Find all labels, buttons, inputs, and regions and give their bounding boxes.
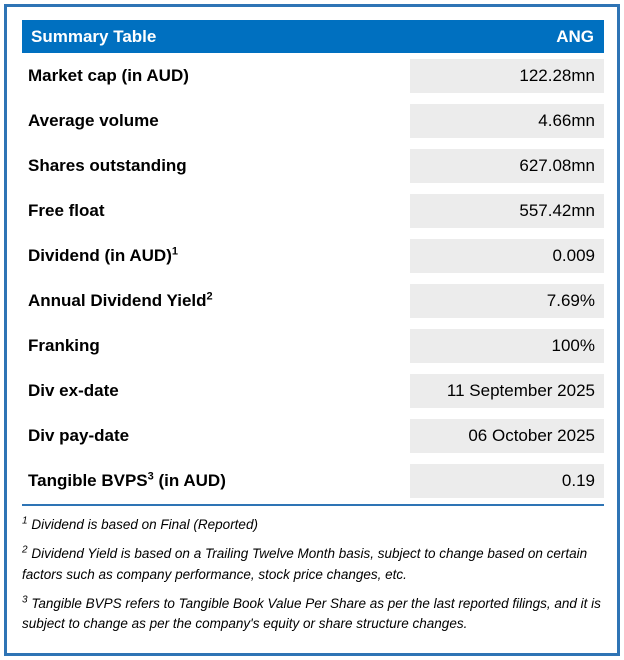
row-label-text: Franking	[28, 335, 100, 355]
row-label: Dividend (in AUD)1	[22, 244, 410, 266]
footnote-text: Tangible BVPS refers to Tangible Book Va…	[22, 595, 601, 631]
row-label-text: Free float	[28, 200, 105, 220]
table-row: Annual Dividend Yield2 7.69%	[22, 278, 604, 323]
row-value: 11 September 2025	[410, 373, 604, 408]
table-row: Dividend (in AUD)1 0.009	[22, 233, 604, 278]
row-label-text: Average volume	[28, 110, 159, 130]
ticker-label: ANG	[556, 26, 594, 46]
row-label: Average volume	[22, 111, 410, 131]
footnote-text: Dividend Yield is based on a Trailing Tw…	[22, 546, 588, 582]
table-row: Div pay-date 06 October 2025	[22, 413, 604, 458]
footnote-text: Dividend is based on Final (Reported)	[31, 517, 258, 532]
row-label-sup: 1	[171, 244, 178, 257]
footnotes-section: 1 Dividend is based on Final (Reported) …	[22, 504, 604, 634]
summary-table-card: Summary Table ANG Market cap (in AUD) 12…	[4, 4, 620, 656]
row-value: 627.08mn	[410, 148, 604, 183]
table-row: Franking 100%	[22, 323, 604, 368]
table-row: Tangible BVPS3 (in AUD) 0.19	[22, 458, 604, 503]
table-row: Average volume 4.66mn	[22, 98, 604, 143]
row-value: 0.009	[410, 238, 604, 273]
row-value: 100%	[410, 328, 604, 363]
row-label: Market cap (in AUD)	[22, 66, 410, 86]
row-value: 7.69%	[410, 283, 604, 318]
table-header: Summary Table ANG	[22, 20, 604, 53]
row-label: Div pay-date	[22, 426, 410, 446]
row-value: 06 October 2025	[410, 418, 604, 453]
row-label-suffix: (in AUD)	[153, 470, 226, 490]
row-value: 122.28mn	[410, 58, 604, 93]
table-body: Market cap (in AUD) 122.28mn Average vol…	[22, 53, 604, 503]
table-row: Div ex-date 11 September 2025	[22, 368, 604, 413]
row-label-sup: 3	[147, 469, 154, 482]
row-label-text: Div pay-date	[28, 425, 130, 445]
row-label-text: Tangible BVPS	[28, 470, 148, 490]
row-value: 4.66mn	[410, 103, 604, 138]
row-label: Annual Dividend Yield2	[22, 289, 410, 311]
row-label-text: Dividend (in AUD)	[28, 245, 172, 265]
table-row: Free float 557.42mn	[22, 188, 604, 233]
row-value: 0.19	[410, 463, 604, 498]
row-label: Shares outstanding	[22, 156, 410, 176]
footnote: 2 Dividend Yield is based on a Trailing …	[22, 544, 604, 585]
row-label-text: Annual Dividend Yield	[28, 290, 207, 310]
footnote-sup: 3	[22, 594, 28, 606]
row-label-text: Div ex-date	[28, 380, 119, 400]
row-label: Free float	[22, 201, 410, 221]
footnote-sup: 1	[22, 515, 28, 527]
row-label: Tangible BVPS3 (in AUD)	[22, 469, 410, 491]
footnote: 3 Tangible BVPS refers to Tangible Book …	[22, 594, 604, 635]
row-label-text: Shares outstanding	[28, 155, 187, 175]
row-label: Franking	[22, 336, 410, 356]
row-value: 557.42mn	[410, 193, 604, 228]
table-title: Summary Table	[31, 26, 157, 46]
row-label: Div ex-date	[22, 381, 410, 401]
row-label-sup: 2	[206, 289, 213, 302]
footnote-sup: 2	[22, 544, 28, 556]
table-row: Shares outstanding 627.08mn	[22, 143, 604, 188]
row-label-text: Market cap (in AUD)	[28, 65, 189, 85]
footnote: 1 Dividend is based on Final (Reported)	[22, 515, 604, 535]
table-row: Market cap (in AUD) 122.28mn	[22, 53, 604, 98]
